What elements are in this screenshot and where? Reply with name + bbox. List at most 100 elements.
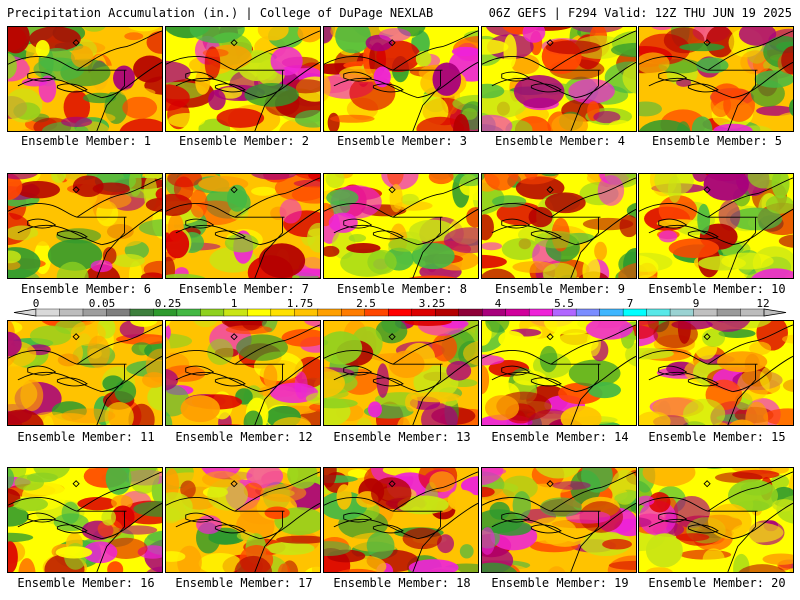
precip-contour	[717, 351, 768, 373]
precip-contour	[535, 468, 581, 479]
precip-map	[166, 468, 320, 572]
state-boundary-line	[17, 224, 102, 246]
precip-contour	[166, 468, 180, 500]
state-boundary-line	[230, 39, 238, 47]
precip-contour	[547, 566, 566, 572]
precip-contour	[25, 43, 39, 69]
precip-contour	[324, 468, 337, 488]
precip-contour	[180, 395, 220, 423]
precip-contour	[257, 27, 289, 41]
state-boundary-line	[175, 518, 260, 540]
colorbar-swatch	[247, 308, 272, 317]
state-boundary-line	[570, 511, 599, 572]
header-run-info: 06Z GEFS | F294 Valid: 12Z THU JUN 19 20…	[488, 6, 792, 20]
colorbar-swatch	[106, 308, 131, 317]
state-boundary-line	[101, 502, 162, 540]
ensemble-map-panel	[165, 26, 321, 132]
state-boundary-line	[333, 518, 418, 540]
state-boundary-line	[501, 218, 531, 229]
colorbar-swatch	[622, 308, 648, 317]
state-boundary-line	[166, 350, 285, 365]
state-boundary-line	[175, 224, 260, 246]
precip-contour	[701, 328, 726, 347]
colorbar	[13, 308, 787, 317]
precip-contour	[8, 331, 22, 357]
state-boundary-line	[343, 512, 373, 523]
state-boundary-line	[76, 324, 162, 365]
precip-contour	[370, 477, 412, 510]
precip-contour	[594, 241, 607, 261]
precip-contour	[474, 325, 478, 344]
precip-contour	[208, 89, 226, 111]
state-boundary-line	[372, 83, 404, 93]
precip-contour	[639, 174, 641, 180]
precip-contour	[82, 27, 106, 32]
precip-contour	[366, 531, 395, 560]
state-boundary-line	[658, 365, 688, 376]
colorbar-swatch	[646, 308, 671, 317]
state-boundary-line	[8, 203, 127, 218]
precip-contour	[189, 27, 245, 44]
precip-contour	[216, 108, 265, 128]
ensemble-member-label: Ensemble Member: 5	[651, 134, 783, 148]
state-boundary-line	[166, 56, 285, 71]
precip-contour	[124, 32, 144, 41]
precip-contour	[8, 532, 34, 543]
precip-contour	[745, 401, 769, 425]
precip-contour	[387, 174, 404, 186]
state-boundary-line	[333, 371, 418, 393]
ensemble-map-panel	[638, 26, 794, 132]
colorbar-swatch	[740, 308, 765, 317]
precip-contour	[166, 256, 176, 278]
precip-contour	[193, 321, 218, 328]
precip-contour	[195, 68, 211, 95]
ensemble-member-label: Ensemble Member: 8	[336, 282, 468, 296]
precip-contour	[16, 180, 61, 199]
precip-contour	[513, 370, 547, 386]
state-boundary-line	[259, 208, 320, 246]
precip-contour	[8, 225, 39, 241]
precip-contour	[421, 403, 458, 425]
state-boundary-line	[648, 371, 733, 393]
precip-contour	[459, 544, 474, 559]
precip-contour	[166, 411, 173, 425]
precip-contour	[263, 364, 278, 389]
state-boundary-line	[254, 364, 283, 425]
state-boundary-line	[175, 77, 260, 99]
precip-contour	[217, 424, 242, 425]
precip-contour	[463, 341, 478, 366]
precip-contour	[251, 174, 298, 180]
precip-contour	[482, 365, 490, 395]
precip-contour	[411, 391, 461, 403]
precip-contour	[324, 367, 345, 399]
state-boundary-line	[639, 203, 758, 218]
colorbar-tick-label: 1	[230, 297, 238, 310]
precip-contour	[373, 66, 391, 88]
state-boundary-line	[96, 511, 125, 572]
precip-contour	[305, 392, 320, 405]
precip-map	[8, 27, 162, 131]
precip-contour	[56, 228, 102, 244]
state-boundary-line	[412, 364, 441, 425]
ensemble-map-panel	[165, 173, 321, 279]
precip-contour	[607, 555, 636, 572]
state-boundary-line	[658, 71, 688, 82]
precip-contour	[749, 341, 772, 356]
precip-contour	[639, 321, 659, 339]
colorbar-swatch	[693, 308, 718, 317]
precip-contour	[133, 55, 162, 83]
precip-contour	[431, 333, 458, 362]
precip-contour	[705, 321, 751, 332]
state-boundary-line	[703, 186, 711, 194]
precip-contour	[128, 468, 160, 494]
precip-contour	[524, 174, 538, 180]
state-boundary-line	[570, 364, 599, 425]
state-boundary-line	[185, 512, 215, 523]
precip-contour	[482, 242, 503, 251]
state-boundary-line	[8, 350, 127, 365]
precip-contour	[639, 119, 691, 131]
precip-contour	[294, 110, 320, 128]
precip-contour	[404, 321, 452, 327]
state-boundary-line	[417, 61, 478, 99]
precip-contour	[8, 53, 17, 79]
